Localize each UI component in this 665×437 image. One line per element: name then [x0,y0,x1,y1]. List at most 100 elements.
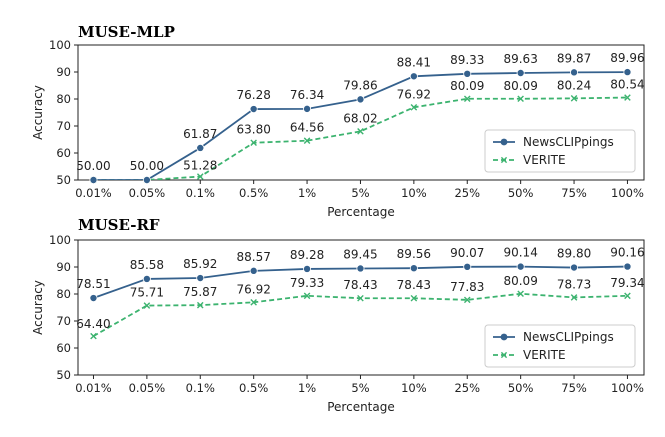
y-tick-label: 80 [56,92,71,106]
y-tick-label: 60 [56,146,71,160]
legend-marker [500,138,508,146]
x-tick-label: 1% [298,186,316,200]
legend-label: VERITE [523,348,566,362]
data-point [409,264,418,273]
legend: NewsCLIPpings VERITE [484,324,636,368]
y-tick-label: 90 [56,260,71,274]
legend-box [484,129,636,173]
x-tick-label: 1% [298,381,316,395]
y-tick-label: 100 [49,38,71,52]
data-point [410,294,418,302]
legend-marker [500,351,508,359]
legend: NewsCLIPpings VERITE [484,129,636,173]
data-label: 75.71 [130,286,164,300]
data-point [196,301,204,309]
x-tick-label: 0.1% [186,186,215,200]
x-tick-label: 25% [454,381,480,395]
data-point [142,175,151,184]
x-tick-label: 0.05% [129,381,166,395]
x-tick-label: 0.01% [75,381,112,395]
data-point [196,143,205,152]
data-label: 61.87 [183,127,217,141]
data-point [357,128,364,135]
data-label: 89.87 [557,51,591,65]
data-label: 89.80 [557,247,591,261]
y-tick-label: 80 [56,287,71,301]
data-label: 64.40 [76,317,110,331]
data-label: 85.92 [183,257,217,271]
legend-marker [500,333,508,341]
legend-label: NewsCLIPpings [523,135,614,149]
data-point [463,69,472,78]
x-tick-label: 75% [561,186,587,200]
x-tick-label: 50% [508,381,534,395]
x-tick-label: 10% [401,186,427,200]
data-label: 78.43 [397,278,431,292]
data-point [623,68,632,77]
data-point [303,104,312,113]
legend-label: NewsCLIPpings [523,330,614,344]
data-point [249,105,258,114]
data-point [570,68,579,77]
data-label: 76.92 [397,87,431,101]
x-tick-label: 100% [611,186,644,200]
x-tick-label: 10% [401,381,427,395]
x-tick-label: 0.01% [75,186,112,200]
data-label: 79.33 [290,276,324,290]
data-label: 77.83 [450,280,484,294]
data-label: 89.28 [290,248,324,262]
data-point [410,104,418,111]
x-tick-label: 0.05% [129,186,166,200]
plot-frame [77,239,645,376]
y-axis-label: Accuracy [31,85,45,140]
data-label: 76.28 [236,88,270,102]
x-tick-label: 50% [508,186,534,200]
series-newsclippings: 50.00 50.00 61.87 76.28 76.34 79.86 88.41 89.33… [76,51,645,184]
legend-box [484,324,636,368]
data-point [624,94,631,101]
data-point [196,173,204,180]
data-label: 89.63 [503,52,537,66]
data-point [623,262,632,271]
data-label: 76.92 [236,282,270,296]
data-point [143,302,151,309]
x-tick-label: 0.1% [186,381,215,395]
data-label: 78.43 [343,278,377,292]
data-label: 90.16 [610,246,644,260]
data-point [196,274,205,283]
data-point [303,292,311,300]
data-label: 50.00 [130,159,164,173]
data-label: 80.09 [450,79,484,93]
data-point [250,139,257,147]
data-label: 80.09 [503,274,537,288]
chart-panel-2: MUSE-RF 50 60 70 80 90 100 0.01% 0.05% 0.1% 0.5% 1%… [31,216,645,414]
data-point [516,68,525,77]
data-point [303,137,311,144]
data-label: 90.14 [503,246,537,260]
x-tick-label: 25% [454,186,480,200]
data-point [409,72,418,81]
chart-title: MUSE-MLP [78,23,175,41]
data-point [89,294,98,303]
x-tick-label: 5% [351,381,369,395]
data-label: 78.73 [557,277,591,291]
data-point [570,294,578,301]
data-point [356,95,365,104]
y-tick-label: 50 [56,368,71,382]
data-point [357,294,364,302]
data-point [90,332,97,340]
chart-panel-1: MUSE-MLP 50 60 70 80 90 100 0.01% 0.05% 0.1% 0.5% 1… [31,23,645,219]
x-tick-label: 0.5% [239,186,268,200]
data-label: 63.80 [236,123,270,137]
x-tick-label: 75% [561,381,587,395]
data-point [570,263,579,272]
series-verite: 51.28 63.80 64.56 68.02 76.92 80.09 80.09 80.24… [90,78,645,184]
chart-title: MUSE-RF [78,216,160,234]
data-point [624,292,631,300]
data-point [303,264,312,273]
data-label: 89.33 [450,53,484,67]
y-tick-label: 70 [56,314,71,328]
x-axis-label: Percentage [327,205,395,219]
data-point [517,95,524,103]
